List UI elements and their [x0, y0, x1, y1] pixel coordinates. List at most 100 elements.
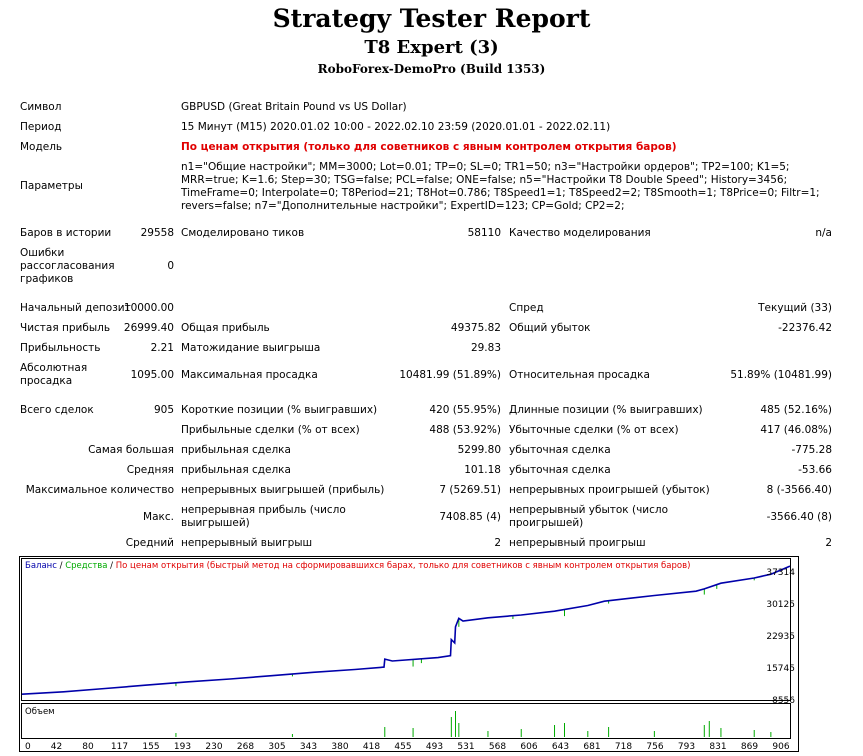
largest-loss-label: убыточная сделка	[509, 444, 611, 456]
y-tick-label: 37314	[766, 568, 795, 578]
x-tick-label: 906	[772, 742, 789, 752]
x-tick-label: 756	[646, 742, 663, 752]
max-cons-losses-value: 8 (-3566.40)	[766, 484, 832, 496]
model-value: По ценам открытия (только для советников…	[181, 141, 677, 153]
legend-equity: Средства	[65, 561, 107, 571]
long-positions-value: 485 (52.16%)	[760, 404, 832, 416]
gross-profit-value: 49375.82	[450, 322, 501, 334]
max-drawdown-label: Максимальная просадка	[181, 369, 318, 381]
avg-cons-wins-value: 2	[494, 537, 501, 549]
legend-separator: /	[107, 561, 115, 571]
legend-balance: Баланс	[25, 561, 57, 571]
errors-label: Ошибки рассогласования графиков	[20, 247, 115, 285]
avg-cons-label: Средний	[125, 537, 174, 549]
max-cons-wins-label: непрерывных выигрышей (прибыль)	[181, 484, 385, 496]
net-profit-value: 26999.40	[123, 322, 174, 334]
avg-cons-wins-label: непрерывный выигрыш	[181, 537, 313, 549]
max-cons-wins-value: 7 (5269.51)	[439, 484, 501, 496]
x-tick-label: 606	[520, 742, 537, 752]
quality-value: n/a	[815, 227, 832, 239]
average-loss-value: -53.66	[798, 464, 832, 476]
total-trades-label: Всего сделок	[20, 404, 94, 416]
deposit-label: Начальный депозит	[20, 302, 131, 314]
x-tick-label: 42	[51, 742, 62, 752]
profit-trades-label: Прибыльные сделки (% от всех)	[181, 424, 360, 436]
profit-factor-value: 2.21	[150, 342, 174, 354]
short-positions-label: Короткие позиции (% выигравших)	[181, 404, 378, 416]
max-cons-profit-value: 7408.85 (4)	[439, 511, 501, 523]
x-tick-label: 718	[615, 742, 632, 752]
y-tick-label: 22935	[766, 632, 795, 642]
loss-trades-label: Убыточные сделки (% от всех)	[509, 424, 679, 436]
gross-profit-label: Общая прибыль	[181, 322, 270, 334]
profit-factor-label: Прибыльность	[20, 342, 101, 354]
symbol-label: Символ	[20, 101, 62, 113]
largest-profit-label: прибыльная сделка	[181, 444, 291, 456]
average-profit-label: прибыльная сделка	[181, 464, 291, 476]
short-positions-value: 420 (55.95%)	[429, 404, 501, 416]
avg-cons-losses-value: 2	[825, 537, 832, 549]
profit-trades-value: 488 (53.92%)	[429, 424, 501, 436]
largest-loss-value: -775.28	[791, 444, 832, 456]
volume-plot-frame	[21, 703, 791, 739]
largest-label: Самая большая	[88, 444, 174, 456]
x-tick-label: 80	[82, 742, 94, 752]
legend-model: По ценам открытия (быстрый метод на сфор…	[116, 561, 691, 571]
rel-drawdown-label: Относительная просадка	[509, 369, 650, 381]
quality-label: Качество моделирования	[509, 227, 651, 239]
balance-series	[21, 565, 791, 695]
chart-frame	[19, 556, 799, 752]
x-tick-label: 193	[174, 742, 191, 752]
report-title: Strategy Tester Report	[272, 4, 591, 33]
volume-label: Объем	[25, 707, 55, 717]
max-cons-loss-label: непрерывный убыток (число проигрышей)	[509, 504, 669, 529]
loss-trades-value: 417 (46.08%)	[760, 424, 832, 436]
x-tick-label: 568	[489, 742, 506, 752]
params-value: n1="Общие настройки"; MM=3000; Lot=0.01;…	[181, 161, 820, 212]
x-tick-label: 0	[25, 742, 31, 752]
balance-chart: Баланс / Средства / По ценам открытия (б…	[19, 556, 799, 752]
max-drawdown-value: 10481.99 (51.89%)	[399, 369, 501, 381]
model-label: Модель	[20, 141, 63, 153]
x-tick-label: 305	[268, 742, 285, 752]
period-value: 15 Минут (M15) 2020.01.02 10:00 - 2022.0…	[181, 121, 611, 133]
average-loss-label: убыточная сделка	[509, 464, 611, 476]
net-profit-label: Чистая прибыль	[20, 322, 111, 334]
x-tick-label: 831	[709, 742, 726, 752]
x-tick-label: 155	[142, 742, 159, 752]
chart-legend: Баланс / Средства / По ценам открытия (б…	[25, 561, 690, 571]
largest-profit-value: 5299.80	[457, 444, 501, 456]
ticks-value: 58110	[467, 227, 501, 239]
x-tick-label: 869	[741, 742, 758, 752]
max-cons-loss-value: -3566.40 (8)	[766, 511, 832, 523]
expected-payoff-value: 29.83	[470, 342, 501, 354]
gross-loss-value: -22376.42	[778, 322, 832, 334]
x-tick-label: 455	[394, 742, 411, 752]
ticks-label: Смоделировано тиков	[181, 227, 305, 239]
y-tick-label: 15745	[766, 664, 795, 674]
expert-name: T8 Expert (3)	[364, 37, 499, 58]
symbol-value: GBPUSD (Great Britain Pound vs US Dollar…	[181, 101, 407, 113]
x-tick-label: 418	[363, 742, 380, 752]
expected-payoff-label: Матожидание выигрыша	[181, 342, 321, 354]
x-tick-label: 268	[237, 742, 254, 752]
legend-separator: /	[57, 561, 65, 571]
abs-drawdown-value: 1095.00	[130, 369, 174, 381]
x-tick-label: 643	[552, 742, 569, 752]
deposit-value: 10000.00	[123, 302, 174, 314]
average-label: Средняя	[126, 464, 174, 476]
average-profit-value: 101.18	[464, 464, 501, 476]
x-tick-label: 681	[583, 742, 600, 752]
max-label: Макс.	[143, 511, 174, 523]
bars-label: Баров в истории	[20, 227, 112, 239]
gross-loss-label: Общий убыток	[509, 322, 591, 334]
params-label: Параметры	[20, 180, 83, 192]
max-cons-profit-label: непрерывная прибыль (число выигрышей)	[181, 504, 346, 529]
avg-cons-losses-label: непрерывный проигрыш	[509, 537, 646, 549]
main-plot-frame	[21, 558, 791, 701]
x-tick-label: 117	[111, 742, 128, 752]
x-tick-label: 380	[331, 742, 348, 752]
spread-label: Спред	[509, 302, 544, 314]
period-label: Период	[20, 121, 62, 133]
x-tick-label: 531	[457, 742, 474, 752]
